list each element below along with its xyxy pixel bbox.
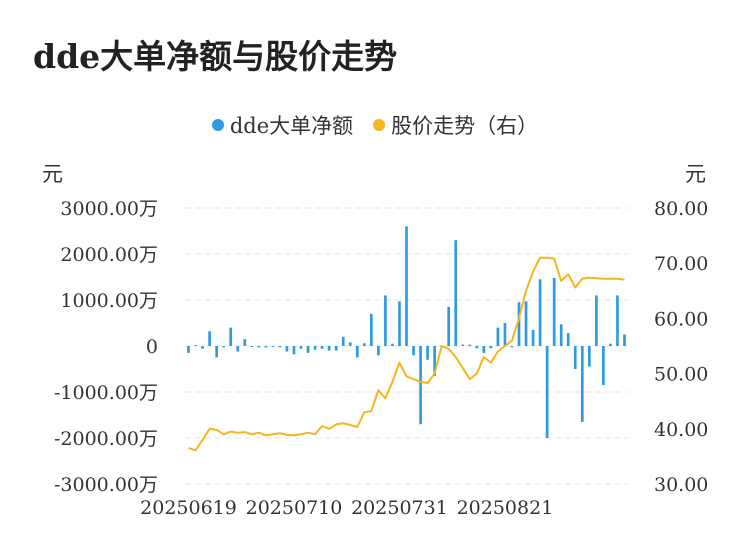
bar [538,279,542,346]
chart-title: dde大单净额与股价走势 [33,37,398,76]
right-tick-label: 30.00 [654,474,708,496]
bar [391,343,394,346]
bar-series [187,226,626,438]
right-tick-label: 60.00 [654,308,708,330]
bar [222,346,226,348]
bar [398,301,401,346]
legend-label-price: 股价走势（右） [391,114,539,138]
bar [292,346,296,355]
bar [426,346,429,360]
bar [194,345,197,347]
bar [187,346,190,353]
legend-item-price[interactable]: 股价走势（右） [373,110,538,140]
bar [334,346,338,351]
bar [355,346,359,358]
bar [348,342,352,346]
left-tick-label: 0 [146,336,158,358]
bar [215,346,218,358]
bar [580,346,584,422]
bar [250,346,254,347]
legend-item-dde[interactable]: dde大单净额 [211,110,354,140]
bar [559,324,563,346]
bar [531,329,535,346]
bar [623,334,626,346]
bar [419,346,422,425]
bar [454,240,458,346]
bar [313,346,317,350]
bar [552,277,556,346]
bar [327,346,331,351]
x-tick-label: 20250710 [246,497,343,519]
bar [264,346,268,348]
bar [377,346,380,356]
bar [524,301,528,346]
right-tick-label: 40.00 [654,419,708,441]
right-tick-label: 80.00 [654,198,708,220]
bar [475,346,479,349]
bar [566,333,570,346]
bar [573,346,577,369]
bar [461,344,465,346]
legend-label-dde: dde大单净额 [229,114,354,138]
bar [299,346,303,349]
bar [306,346,310,353]
bar [341,336,345,346]
left-axis-unit: 元 [42,162,63,186]
left-tick-label: 1000.00万 [60,290,158,312]
bar [362,343,366,346]
bar [285,346,289,352]
bar [405,226,408,346]
bar [229,327,233,346]
bar [412,346,415,356]
left-tick-label: 2000.00万 [60,244,158,266]
bar [208,331,211,346]
bar [370,313,373,346]
line-series [188,256,625,452]
legend: dde大单净额 股价走势（右） [0,110,750,140]
bar [545,346,549,438]
bar [482,346,486,353]
bar [595,295,598,346]
left-tick-label: 3000.00万 [60,198,158,220]
price-line [188,256,625,452]
bar [320,346,324,349]
bar [447,306,451,346]
bar [468,344,472,346]
bar [503,323,507,346]
left-tick-label: -3000.00万 [54,474,158,496]
bar [257,346,261,348]
bar [616,295,619,346]
bar [271,346,275,347]
right-tick-label: 70.00 [654,253,708,275]
legend-dot-dde [211,119,224,131]
bar [201,346,204,349]
bar [236,346,240,352]
bar [433,346,436,376]
x-tick-label: 20250821 [457,497,554,519]
bar [384,295,387,346]
bar [609,343,612,346]
bar [278,346,282,348]
right-y-axis: 80.00 70.00 60.00 50.00 40.00 30.00 [654,198,708,496]
legend-dot-price [373,119,386,131]
bar [587,346,591,367]
x-tick-label: 20250731 [351,497,448,519]
bar [510,346,514,348]
bar [496,327,500,346]
bar [517,302,521,346]
right-axis-unit: 元 [685,162,706,186]
x-axis: 20250619 20250710 20250731 20250821 [140,497,553,519]
right-tick-label: 50.00 [654,364,708,386]
bar [602,346,605,386]
bar [243,339,247,346]
x-tick-label: 20250619 [140,497,237,519]
bar [489,346,493,349]
left-y-axis: 3000.00万 2000.00万 1000.00万 0 -1000.00万 -2000.… [54,198,158,496]
left-tick-label: -2000.00万 [54,428,158,450]
left-tick-label: -1000.00万 [54,382,158,404]
